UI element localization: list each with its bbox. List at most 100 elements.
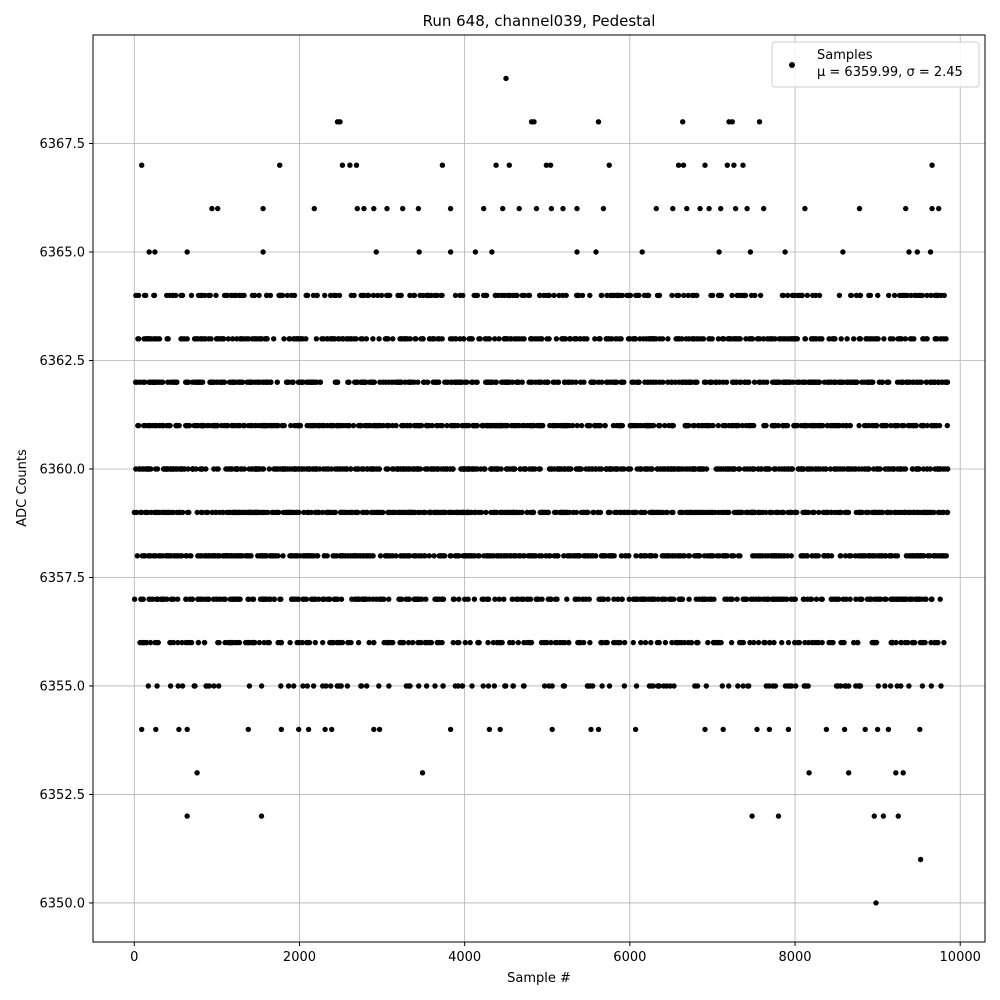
sample-point	[390, 639, 396, 646]
sample-point	[807, 596, 814, 602]
sample-point	[344, 466, 350, 472]
sample-point	[891, 466, 897, 472]
sample-point	[334, 683, 340, 689]
sample-point	[332, 466, 338, 472]
sample-point	[845, 466, 851, 472]
sample-point	[339, 466, 345, 472]
sample-point	[146, 249, 152, 255]
sample-point	[802, 205, 808, 212]
sample-point	[154, 639, 160, 646]
sample-point	[237, 596, 243, 602]
sample-point	[402, 379, 408, 385]
sample-point	[898, 683, 904, 689]
sample-point	[577, 336, 584, 342]
sample-point	[802, 336, 809, 342]
sample-point	[458, 509, 464, 516]
sample-point	[358, 336, 364, 342]
sample-point	[146, 422, 153, 429]
sample-point	[400, 466, 407, 472]
sample-point	[476, 336, 482, 342]
sample-point	[438, 466, 445, 472]
sample-point	[603, 466, 610, 472]
sample-point	[410, 639, 416, 646]
sample-point	[333, 379, 340, 385]
sample-point	[597, 596, 604, 602]
sample-point	[143, 509, 149, 516]
sample-point	[377, 596, 383, 602]
sample-point	[718, 509, 725, 516]
sample-point	[241, 422, 248, 429]
sample-point	[295, 379, 302, 385]
sample-point	[928, 596, 935, 602]
sample-point	[856, 466, 862, 472]
sample-point	[615, 596, 621, 602]
sample-point	[656, 639, 662, 646]
sample-point	[751, 639, 757, 646]
sample-point	[904, 292, 910, 299]
sample-point	[286, 336, 292, 342]
sample-point	[682, 466, 689, 472]
sample-point	[930, 553, 937, 559]
sample-point	[376, 683, 382, 689]
sample-point	[242, 639, 249, 646]
sample-point	[499, 639, 505, 646]
sample-point	[155, 596, 161, 602]
sample-point	[456, 553, 462, 559]
sample-point	[233, 292, 239, 299]
sample-point	[938, 683, 944, 689]
sample-point	[521, 553, 527, 559]
sample-point	[412, 553, 418, 559]
sample-point	[176, 422, 182, 429]
sample-point	[729, 119, 735, 125]
sample-point	[730, 466, 736, 472]
sample-point	[888, 639, 894, 646]
sample-point	[203, 553, 209, 559]
sample-point	[837, 379, 843, 385]
sample-point	[633, 553, 639, 559]
sample-point	[412, 596, 419, 602]
sample-point	[590, 683, 596, 689]
sample-point	[434, 639, 441, 646]
sample-point	[246, 336, 252, 342]
sample-point	[253, 422, 259, 429]
sample-point	[268, 379, 274, 385]
sample-point	[599, 379, 605, 385]
sample-point	[236, 639, 243, 646]
sample-point	[886, 553, 892, 559]
sample-point	[146, 596, 152, 602]
sample-point	[914, 249, 920, 255]
sample-point	[467, 639, 473, 646]
sample-point	[679, 379, 686, 385]
sample-point	[404, 553, 410, 559]
sample-point	[667, 683, 673, 689]
sample-point	[937, 553, 944, 559]
sample-point	[638, 639, 644, 646]
sample-point	[828, 639, 834, 646]
sample-point	[384, 422, 390, 429]
sample-point	[277, 162, 283, 168]
data-points	[131, 75, 951, 906]
sample-point	[540, 509, 546, 516]
sample-point	[347, 553, 354, 559]
sample-point	[300, 683, 306, 689]
sample-point	[515, 379, 522, 385]
sample-point	[751, 509, 757, 516]
sample-point	[187, 596, 193, 602]
legend-box	[771, 41, 980, 88]
sample-point	[486, 726, 493, 733]
sample-point	[141, 292, 148, 299]
sample-point	[738, 379, 744, 385]
sample-point	[917, 726, 923, 733]
sample-point	[535, 379, 542, 385]
sample-point	[808, 379, 814, 385]
sample-point	[482, 466, 488, 472]
sample-point	[213, 292, 219, 299]
sample-point	[479, 422, 485, 429]
sample-point	[137, 509, 144, 516]
sample-point	[411, 292, 417, 299]
sample-point	[856, 683, 863, 689]
sample-point	[816, 292, 823, 299]
sample-point	[152, 249, 158, 255]
sample-point	[787, 683, 793, 689]
sample-point	[286, 379, 292, 385]
